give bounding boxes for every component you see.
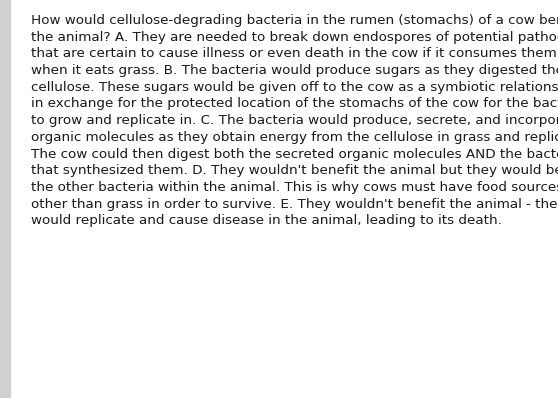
Text: How would cellulose-degrading bacteria in the rumen (stomachs) of a cow benefit
: How would cellulose-degrading bacteria i… <box>31 14 558 227</box>
Bar <box>0 0 10 398</box>
